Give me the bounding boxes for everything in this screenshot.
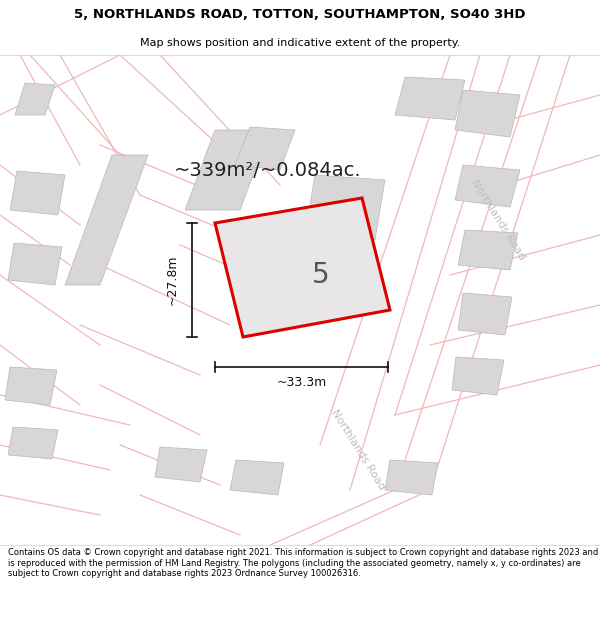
Polygon shape [452, 357, 504, 395]
Polygon shape [458, 293, 512, 335]
Text: 5: 5 [311, 261, 329, 289]
Polygon shape [230, 460, 284, 495]
Polygon shape [395, 77, 465, 120]
Text: ~33.3m: ~33.3m [277, 376, 326, 389]
Polygon shape [455, 165, 520, 207]
Polygon shape [458, 230, 518, 270]
Polygon shape [185, 130, 270, 210]
Text: Contains OS data © Crown copyright and database right 2021. This information is : Contains OS data © Crown copyright and d… [8, 548, 598, 578]
Polygon shape [15, 83, 55, 115]
Polygon shape [8, 243, 62, 285]
Polygon shape [10, 171, 65, 215]
Text: Map shows position and indicative extent of the property.: Map shows position and indicative extent… [140, 38, 460, 48]
Polygon shape [155, 447, 207, 482]
Text: Northlands Road: Northlands Road [329, 408, 387, 492]
Polygon shape [215, 198, 390, 337]
Polygon shape [385, 460, 438, 495]
Polygon shape [312, 243, 373, 295]
Polygon shape [235, 127, 295, 170]
Polygon shape [65, 155, 148, 285]
Polygon shape [305, 175, 385, 240]
Polygon shape [5, 367, 57, 405]
Text: ~339m²/~0.084ac.: ~339m²/~0.084ac. [174, 161, 362, 179]
Text: Northlands Road: Northlands Road [469, 178, 527, 262]
Polygon shape [8, 427, 58, 459]
Polygon shape [455, 90, 520, 137]
Text: ~27.8m: ~27.8m [166, 255, 179, 305]
Text: 5, NORTHLANDS ROAD, TOTTON, SOUTHAMPTON, SO40 3HD: 5, NORTHLANDS ROAD, TOTTON, SOUTHAMPTON,… [74, 8, 526, 21]
